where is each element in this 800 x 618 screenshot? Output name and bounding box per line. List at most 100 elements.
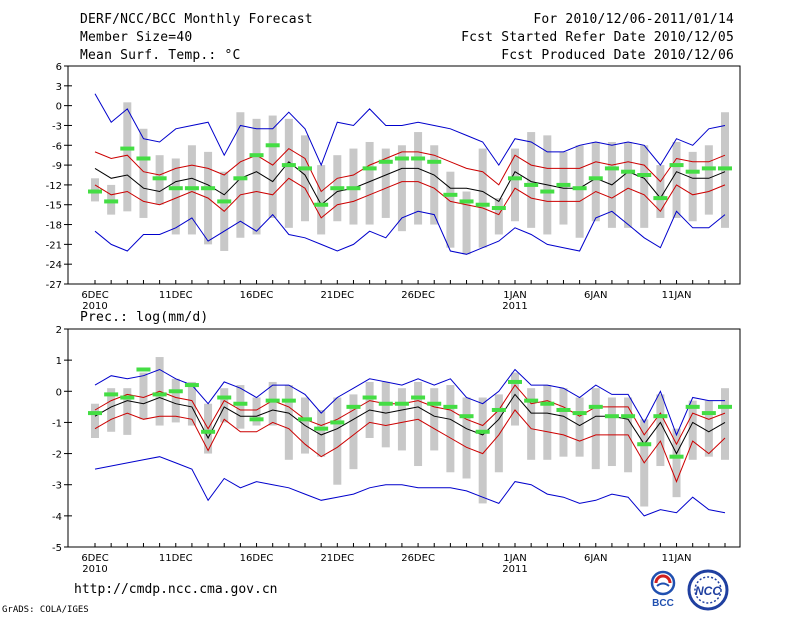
spread-box [139, 128, 148, 218]
spread-box [381, 148, 390, 218]
variable-label: Mean Surf. Temp.: °C [80, 48, 241, 63]
ensemble-marker [281, 398, 296, 403]
ensemble-marker [104, 199, 119, 204]
spread-box [688, 400, 697, 460]
x-tick-label: 21DEC [320, 553, 354, 564]
spread-box [672, 141, 681, 218]
spread-box [656, 165, 665, 218]
ensemble-marker [104, 392, 119, 397]
ensemble-marker [394, 401, 409, 406]
spread-box [672, 428, 681, 498]
ensemble-marker [314, 202, 329, 207]
ensemble-marker [217, 395, 232, 400]
spread-box [333, 397, 342, 485]
ensemble-marker [233, 176, 248, 181]
ensemble-marker [443, 192, 458, 197]
y-tick-label: 3 [56, 82, 62, 93]
ensemble-marker [249, 153, 264, 158]
refer-date: Fcst Started Refer Date 2010/12/05 [461, 30, 734, 45]
ensemble-marker [217, 199, 232, 204]
ensemble-marker [459, 414, 474, 419]
spread-box [284, 118, 293, 228]
mean-line [94, 393, 726, 455]
spread-box [704, 400, 713, 457]
ensemble-marker [524, 398, 539, 403]
ensemble-marker [346, 404, 361, 409]
spread-box [511, 372, 519, 426]
ensemble-marker [637, 442, 652, 447]
spread-box [430, 145, 439, 225]
spread-box [252, 118, 261, 235]
spread-box [268, 115, 277, 218]
ensemble-marker [411, 395, 426, 400]
spread-box [527, 132, 536, 228]
ensemble-marker [718, 404, 732, 409]
ensemble-marker [233, 401, 248, 406]
x-tick-label: 6DEC [81, 290, 108, 301]
x-tick-label: 11JAN [662, 290, 692, 301]
ensemble-marker [508, 176, 522, 181]
y-tick-label: -21 [46, 240, 62, 251]
y-tick-label: -27 [46, 280, 62, 291]
y-tick-label: 1 [56, 356, 62, 367]
ensemble-marker [621, 414, 636, 419]
ensemble-marker [685, 404, 700, 409]
spread-box [284, 385, 293, 460]
spread-box [543, 385, 552, 460]
ncc-logo: NCC [687, 569, 729, 611]
ensemble-marker [556, 407, 571, 412]
ensemble-marker [475, 429, 490, 434]
footer-url[interactable]: http://cmdp.ncc.cma.gov.cn [74, 582, 278, 597]
spread-box [187, 381, 196, 426]
y-tick-label: 2 [56, 325, 62, 336]
spread-box [462, 191, 471, 255]
spread-box [268, 381, 277, 426]
ensemble-marker [394, 156, 409, 161]
ensemble-marker [475, 202, 490, 207]
bcc-logo-text: BCC [652, 598, 674, 609]
ensemble-marker [604, 166, 619, 171]
ensemble-marker [120, 395, 135, 400]
spread-box [704, 145, 713, 215]
y-tick-label: -6 [52, 141, 62, 152]
min-line [94, 210, 726, 255]
spread-box [91, 403, 99, 438]
ensemble-marker [330, 420, 345, 425]
ensemble-marker [685, 169, 700, 174]
ensemble-marker [588, 404, 603, 409]
x-tick-label: 11DEC [159, 553, 193, 564]
y-tick-label: -9 [52, 161, 62, 172]
grads-credit: GrADS: COLA/IGES [2, 605, 89, 615]
spread-box [123, 388, 132, 435]
spread-box [171, 158, 180, 235]
ensemble-marker [540, 401, 555, 406]
chart-title: DERF/NCC/BCC Monthly Forecast [80, 12, 313, 27]
ensemble-marker [330, 186, 345, 191]
ensemble-marker [653, 414, 668, 419]
ensemble-marker [362, 166, 377, 171]
ensemble-marker [88, 189, 102, 194]
spread-box [107, 388, 116, 432]
bcc-logo: BCC [650, 570, 676, 609]
produced-date: Fcst Produced Date 2010/12/06 [501, 48, 734, 63]
spread-box [171, 378, 180, 423]
spread-box [721, 388, 729, 460]
y-tick-label: -15 [46, 201, 62, 212]
spread-box [462, 397, 471, 479]
ensemble-marker [491, 206, 506, 211]
x-tick-label: 11JAN [662, 553, 692, 564]
ensemble-marker [588, 176, 603, 181]
spread-box [414, 132, 423, 225]
ensemble-marker [524, 182, 539, 187]
ensemble-marker [459, 199, 474, 204]
upper-line [94, 384, 726, 446]
ensemble-marker [314, 426, 329, 431]
ensemble-marker [427, 401, 442, 406]
ensemble-marker [701, 166, 716, 171]
ensemble-marker [427, 159, 442, 164]
ensemble-marker [281, 163, 296, 168]
ensemble-marker [298, 417, 312, 422]
spread-box [349, 394, 358, 470]
spread-box [446, 171, 455, 248]
ensemble-marker [265, 143, 280, 148]
